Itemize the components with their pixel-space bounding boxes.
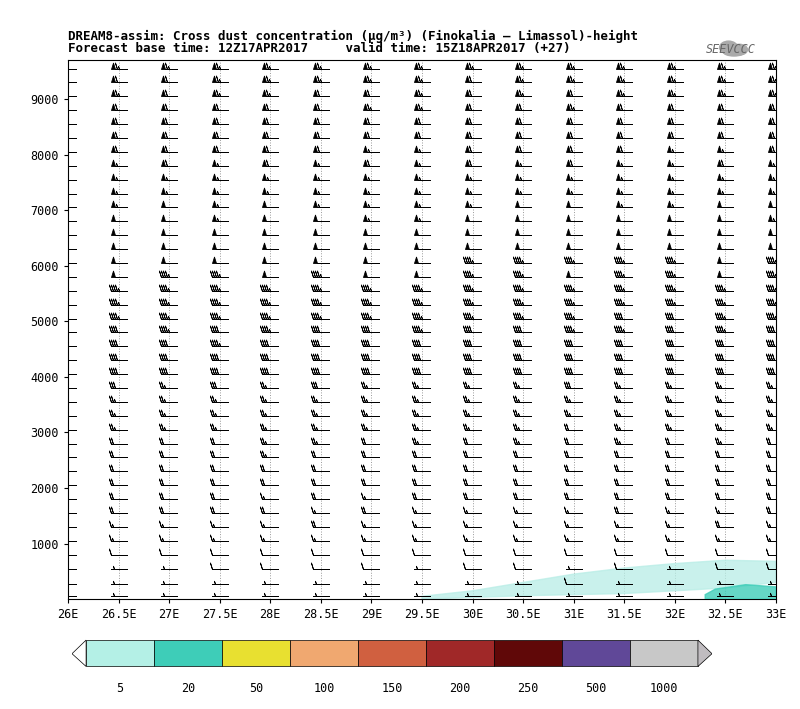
- Polygon shape: [290, 640, 358, 666]
- Text: SEEVCCC: SEEVCCC: [706, 43, 756, 56]
- Text: 20: 20: [181, 682, 195, 695]
- Ellipse shape: [720, 41, 738, 54]
- Polygon shape: [698, 640, 712, 666]
- Text: 250: 250: [518, 682, 538, 695]
- Polygon shape: [494, 640, 562, 666]
- Polygon shape: [222, 640, 290, 666]
- Text: 1000: 1000: [650, 682, 678, 695]
- Text: 150: 150: [382, 682, 402, 695]
- Text: 5: 5: [117, 682, 124, 695]
- Polygon shape: [72, 640, 86, 666]
- Polygon shape: [358, 640, 426, 666]
- Text: 50: 50: [249, 682, 263, 695]
- Text: Forecast base time: 12Z17APR2017     valid time: 15Z18APR2017 (+27): Forecast base time: 12Z17APR2017 valid t…: [68, 42, 570, 55]
- Polygon shape: [705, 585, 776, 599]
- Polygon shape: [562, 640, 630, 666]
- Ellipse shape: [723, 48, 745, 56]
- Text: 100: 100: [314, 682, 334, 695]
- Text: 200: 200: [450, 682, 470, 695]
- Text: DREAM8-assim: Cross dust concentration (μg/m³) (Finokalia – Limassol)-height: DREAM8-assim: Cross dust concentration (…: [68, 30, 638, 43]
- Polygon shape: [86, 640, 154, 666]
- Polygon shape: [426, 640, 494, 666]
- Polygon shape: [630, 640, 698, 666]
- Polygon shape: [154, 640, 222, 666]
- Ellipse shape: [731, 44, 747, 55]
- Text: 500: 500: [586, 682, 606, 695]
- Polygon shape: [422, 560, 776, 599]
